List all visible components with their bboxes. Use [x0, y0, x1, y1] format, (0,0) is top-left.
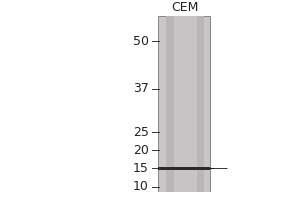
Polygon shape	[213, 168, 227, 169]
Text: 50: 50	[133, 35, 149, 48]
Text: 10: 10	[133, 180, 149, 193]
Bar	[174, 16, 197, 192]
Text: 25: 25	[133, 126, 149, 139]
Text: CEM: CEM	[172, 1, 199, 14]
Bar	[166, 16, 205, 192]
Text: 20: 20	[133, 144, 149, 157]
Text: 37: 37	[133, 82, 149, 95]
Bar	[158, 16, 210, 192]
Bar	[158, 167, 210, 170]
Text: 15: 15	[133, 162, 149, 175]
